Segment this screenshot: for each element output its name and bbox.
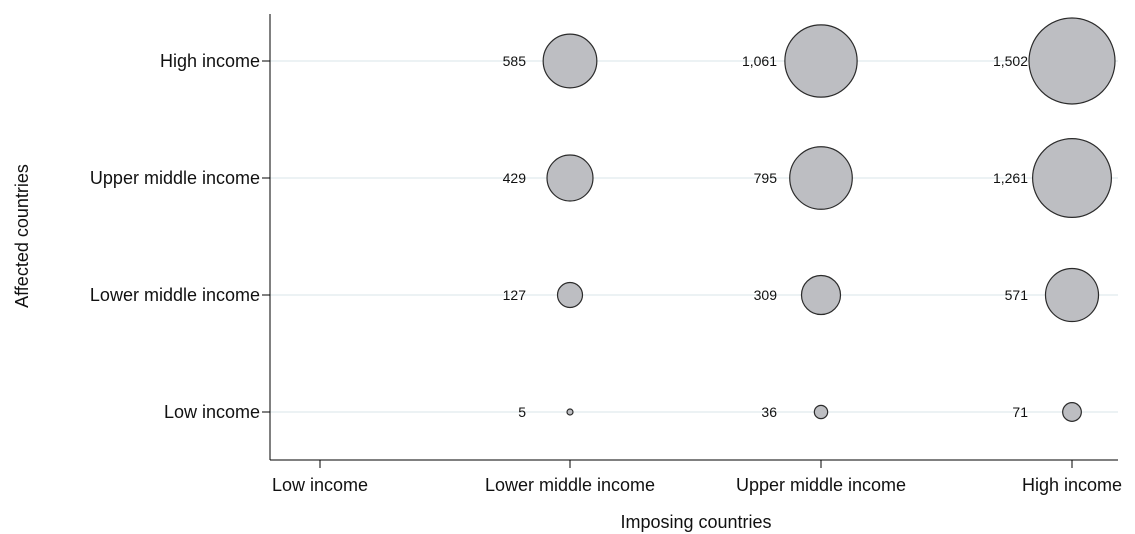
x-axis-title: Imposing countries [620, 512, 771, 532]
bubble-high-income-by-upper-middle-income [784, 24, 858, 98]
x-tick-label-upper-middle-income: Upper middle income [736, 475, 906, 495]
data-label-upper-middle-income-by-lower-middle-income: 429 [503, 170, 527, 186]
data-label-low-income-by-lower-middle-income: 5 [518, 404, 526, 420]
bubble-low-income-by-lower-middle-income [566, 408, 574, 416]
y-tick-label-upper-middle-income: Upper middle income [90, 168, 260, 188]
bubble-upper-middle-income-by-lower-middle-income [546, 154, 594, 202]
data-label-low-income-by-upper-middle-income: 36 [761, 404, 777, 420]
data-label-lower-middle-income-by-lower-middle-income: 127 [503, 287, 527, 303]
data-label-upper-middle-income-by-upper-middle-income: 795 [754, 170, 778, 186]
data-label-high-income-by-high-income: 1,502 [993, 53, 1028, 69]
axes [269, 14, 1118, 461]
bubble-lower-middle-income-by-high-income [1044, 267, 1100, 323]
y-axis-title: Affected countries [12, 164, 32, 308]
y-tick-label-high-income: High income [160, 51, 260, 71]
bubbles [542, 17, 1116, 422]
data-label-lower-middle-income-by-upper-middle-income: 309 [754, 287, 778, 303]
data-label-lower-middle-income-by-high-income: 571 [1005, 287, 1029, 303]
x-tick-label-high-income: High income [1022, 475, 1122, 495]
data-label-upper-middle-income-by-high-income: 1,261 [993, 170, 1028, 186]
y-tick-label-lower-middle-income: Lower middle income [90, 285, 260, 305]
bubble-low-income-by-high-income [1062, 402, 1082, 422]
data-label-high-income-by-lower-middle-income: 585 [503, 53, 527, 69]
bubble-lower-middle-income-by-lower-middle-income [556, 281, 584, 309]
data-labels: 585 1,061 1,502 429 795 1,261 127 309 571 5 36 71 [503, 53, 1029, 420]
x-tick-label-lower-middle-income: Lower middle income [485, 475, 655, 495]
y-tick-label-low-income: Low income [164, 402, 260, 422]
x-tick-label-low-income: Low income [272, 475, 368, 495]
bubble-high-income-by-lower-middle-income [542, 33, 598, 89]
bubble-upper-middle-income-by-upper-middle-income [789, 146, 853, 210]
x-ticks: Low income Lower middle income Upper middl… [272, 460, 1122, 495]
data-label-high-income-by-upper-middle-income: 1,061 [742, 53, 777, 69]
gridlines [270, 60, 1118, 413]
bubble-upper-middle-income-by-high-income [1031, 138, 1112, 219]
bubble-lower-middle-income-by-upper-middle-income [800, 274, 842, 316]
data-label-low-income-by-high-income: 71 [1012, 404, 1028, 420]
y-ticks: Low income Lower middle income Upper middl… [90, 51, 270, 422]
bubble-low-income-by-upper-middle-income [813, 404, 829, 420]
bubble-high-income-by-high-income [1028, 17, 1116, 105]
